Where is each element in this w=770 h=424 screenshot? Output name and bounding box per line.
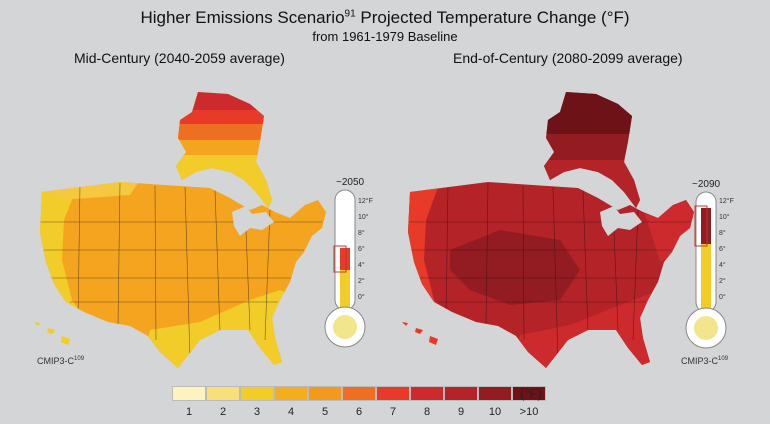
credit-right-footnote: 109	[718, 356, 729, 362]
legend-swatch	[444, 386, 478, 401]
thermometer-left-year: ~2050	[336, 177, 365, 188]
title-rest: Projected Temperature Change (°F)	[355, 8, 630, 27]
legend-swatch	[308, 386, 342, 401]
color-legend	[172, 386, 546, 401]
thermometer-right-year: ~2090	[692, 179, 721, 190]
thermo-left-tick-10: 10°	[358, 213, 369, 221]
thermometer-right-bracket	[694, 205, 708, 247]
legend-label: 2	[219, 406, 227, 418]
thermo-left-tick-2: 2°	[358, 277, 365, 285]
great-lakes-right	[600, 206, 642, 236]
legend-label: 5	[321, 406, 329, 418]
legend-swatch	[512, 386, 546, 401]
credit-right-text: CMIP3-C	[681, 356, 719, 366]
thermometer-right	[685, 191, 727, 349]
thermo-left-tick-8: 8°	[358, 229, 365, 237]
alaska-band-2-mid	[176, 110, 272, 124]
thermometer-left-fill	[340, 248, 350, 312]
legend-unit: (°F)	[520, 386, 542, 401]
hawaii-left	[34, 322, 70, 345]
map-us-end-century	[408, 182, 694, 368]
thermo-left-tick-4: 4°	[358, 261, 365, 269]
thermo-right-tick-4: 4°	[719, 261, 726, 269]
title-main: Higher Emissions Scenario	[140, 8, 345, 27]
legend-label: 6	[355, 406, 363, 418]
thermometer-right-bulb-fill	[694, 316, 718, 340]
thermo-left-tick-0: 0°	[358, 293, 365, 301]
thermo-right-tick-6: 6°	[719, 245, 726, 253]
legend-label: 4	[287, 406, 295, 418]
credit-left: CMIP3-C109	[37, 356, 84, 366]
legend-label: 8	[423, 406, 431, 418]
credit-left-footnote: 109	[74, 356, 85, 362]
legend-label: >10	[519, 406, 539, 418]
panel-title-end-century: End-of-Century (2080-2099 average)	[453, 50, 683, 66]
thermometer-left-bracket	[333, 245, 347, 273]
thermometer-left-bulb-fill	[333, 315, 357, 339]
thermo-left-tick-6: 6°	[358, 245, 365, 253]
state-lines-mid	[40, 182, 322, 361]
state-lines-end	[408, 182, 690, 361]
thermo-right-tick-2: 2°	[719, 277, 726, 285]
us-interior-hot-end	[450, 230, 580, 305]
legend-swatch	[206, 386, 240, 401]
credit-left-text: CMIP3-C	[37, 356, 75, 366]
legend-label: 10	[488, 406, 502, 418]
thermo-right-tick-12: 12°F	[719, 197, 734, 205]
thermo-scale-left: 12°F 10° 8° 6° 4° 2° 0°	[358, 197, 373, 301]
thermometer-right-range	[701, 208, 711, 244]
legend-label: 3	[253, 406, 261, 418]
title-footnote: 91	[344, 8, 356, 20]
legend-swatch	[172, 386, 206, 401]
great-lakes-left	[232, 206, 274, 236]
thermometer-left-range	[340, 248, 350, 270]
map-us-mid-century	[40, 182, 326, 368]
thermo-right-tick-8: 8°	[719, 229, 726, 237]
legend-swatch	[240, 386, 274, 401]
thermo-left-tick-12: 12°F	[358, 197, 373, 205]
chart-title: Higher Emissions Scenario91 Projected Te…	[0, 8, 770, 28]
alaska-band-1-mid	[176, 92, 272, 110]
legend-swatch	[478, 386, 512, 401]
hawaii-right	[402, 322, 438, 345]
alaska-band-3-mid	[176, 124, 272, 140]
legend-label: 1	[185, 406, 193, 418]
legend-label: 9	[457, 406, 465, 418]
thermo-right-tick-0: 0°	[719, 293, 726, 301]
thermo-right-tick-10: 10°	[719, 213, 730, 221]
credit-right: CMIP3-C109	[681, 356, 728, 366]
thermo-scale-right: 12°F 10° 8° 6° 4° 2° 0°	[719, 197, 734, 301]
legend-swatch	[342, 386, 376, 401]
alaska-band-top-end	[544, 92, 640, 134]
thermometer-left	[324, 189, 366, 348]
legend-label: 7	[389, 406, 397, 418]
chart-subtitle: from 1961-1979 Baseline	[312, 29, 458, 44]
legend-labels: 1 2 3 4 5 6 7 8 9 10 >10	[172, 406, 546, 418]
legend-swatch	[410, 386, 444, 401]
legend-swatch	[376, 386, 410, 401]
thermometer-right-fill	[701, 208, 711, 312]
legend-swatch	[274, 386, 308, 401]
panel-title-mid-century: Mid-Century (2040-2059 average)	[74, 50, 285, 66]
